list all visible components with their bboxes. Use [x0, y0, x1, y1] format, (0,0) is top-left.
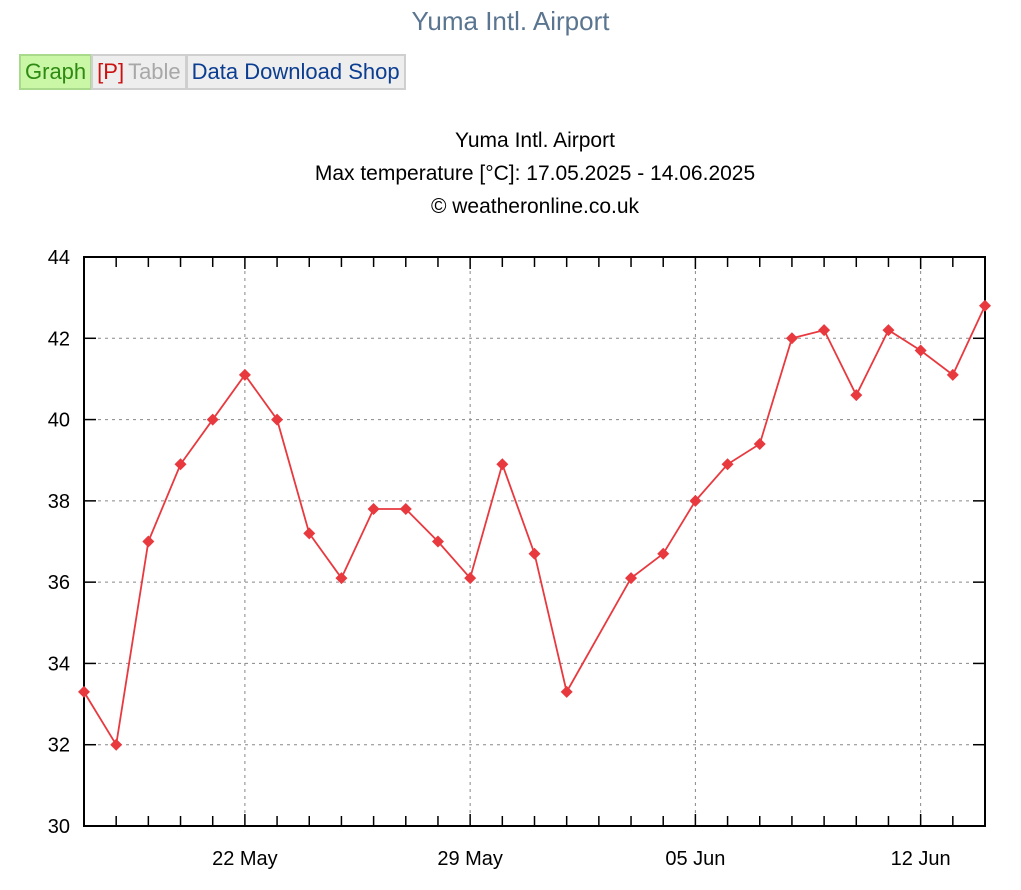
chart-subtitle: Max temperature [°C]: 17.05.2025 - 14.06… — [314, 162, 756, 185]
y-tick-label: 34 — [48, 653, 70, 675]
series-line — [83, 305, 986, 748]
tab-graph[interactable]: Graph — [19, 54, 92, 90]
data-point — [560, 685, 573, 698]
page-title: Yuma Intl. Airport — [411, 6, 610, 36]
tab-table[interactable]: Table — [126, 54, 186, 90]
data-point — [431, 535, 444, 548]
tab-data-download-shop[interactable]: Data Download Shop — [185, 54, 406, 90]
data-point — [753, 437, 766, 450]
data-point — [110, 738, 123, 751]
data-point — [818, 324, 831, 337]
y-tick-label: 32 — [48, 735, 70, 757]
y-tick-label: 40 — [48, 410, 70, 432]
x-tick-label: 22 May — [212, 848, 278, 870]
data-point — [496, 458, 509, 471]
data-point — [238, 368, 251, 381]
data-point — [625, 572, 638, 585]
data-point — [979, 299, 991, 312]
data-point — [785, 332, 798, 345]
chart-credit: © weatheronline.co.uk — [430, 195, 640, 218]
data-point — [206, 413, 219, 426]
data-point — [850, 389, 863, 402]
data-point — [914, 344, 927, 357]
data-point — [689, 494, 702, 507]
data-point — [271, 413, 284, 426]
data-point — [335, 572, 348, 585]
y-tick-label: 38 — [48, 491, 70, 513]
y-tick-label: 42 — [48, 328, 70, 350]
data-point — [464, 572, 477, 585]
data-point — [528, 547, 541, 560]
x-tick-label: 05 Jun — [665, 848, 725, 870]
x-tick-label: 29 May — [437, 848, 503, 870]
y-tick-label: 36 — [48, 572, 70, 594]
tab-bar: Graph [P] Table Data Download Shop — [19, 54, 406, 90]
data-point — [657, 547, 670, 560]
data-point — [946, 368, 959, 381]
data-point — [303, 527, 316, 540]
y-tick-label: 30 — [48, 816, 70, 838]
data-point — [721, 458, 734, 471]
data-point — [78, 685, 90, 698]
data-point — [174, 458, 187, 471]
data-point — [399, 502, 412, 515]
chart-title: Yuma Intl. Airport — [455, 129, 615, 152]
tab-p[interactable]: [P] — [91, 54, 127, 90]
x-tick-label: 12 Jun — [891, 848, 951, 870]
data-point — [142, 535, 155, 548]
data-point — [367, 502, 380, 515]
plot-frame — [83, 256, 986, 827]
data-point — [882, 324, 895, 337]
y-tick-label: 44 — [48, 247, 70, 269]
